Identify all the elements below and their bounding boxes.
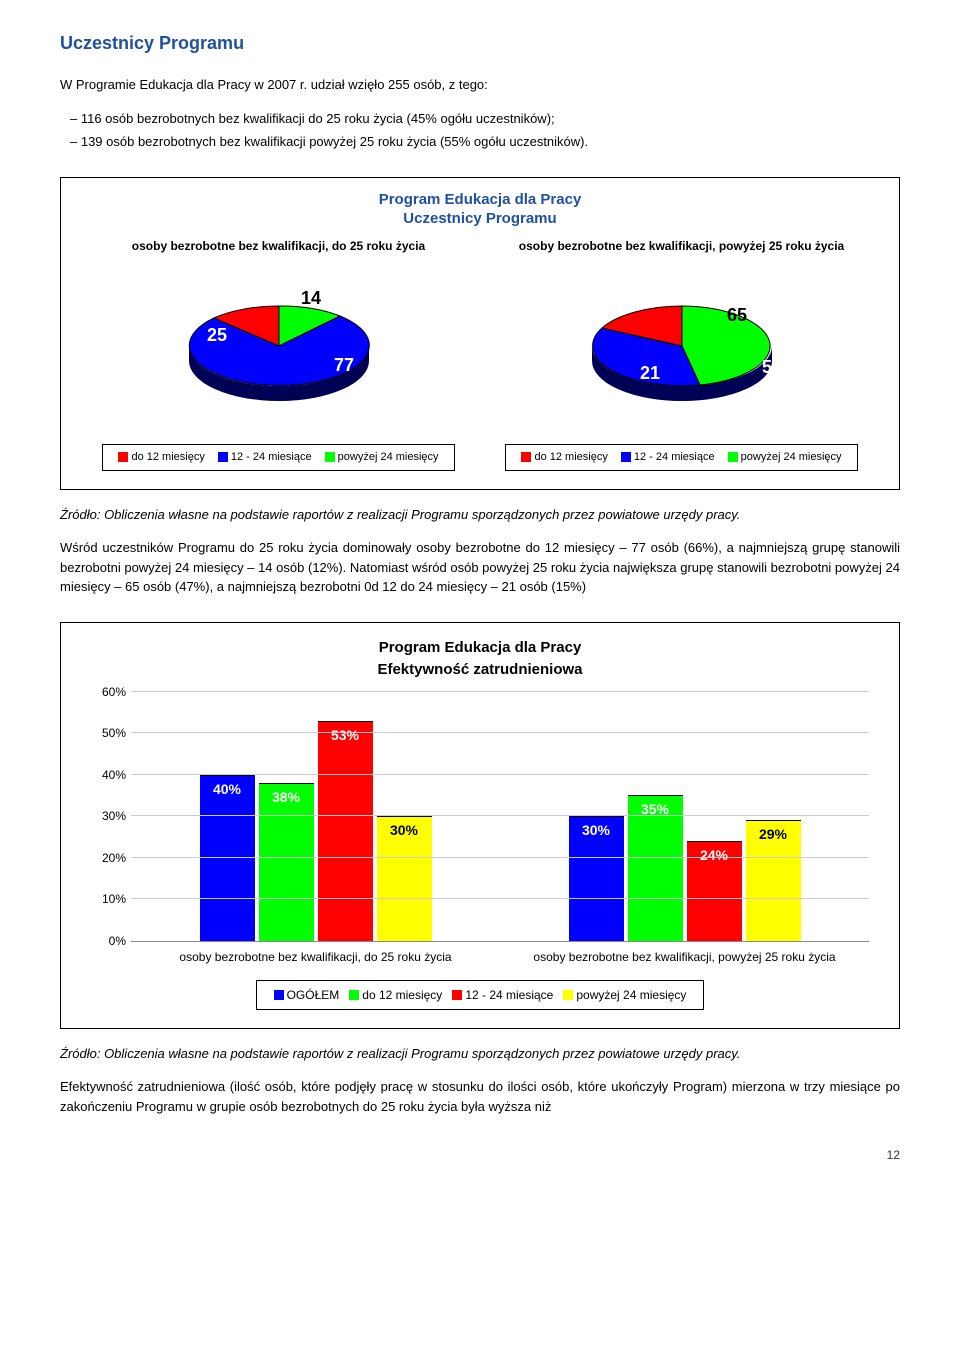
page-number: 12 <box>60 1146 900 1164</box>
y-axis: 0%10%20%30%40%50%60% <box>81 692 126 941</box>
y-tick: 50% <box>81 724 126 742</box>
bar: 53% <box>318 721 373 941</box>
x-label: osoby bezrobotne bez kwalifikacji, do 25… <box>149 948 481 966</box>
source-caption: Źródło: Obliczenia własne na podstawie r… <box>60 505 900 525</box>
legend-item: powyżej 24 miesięcy <box>563 988 686 1002</box>
pie-value: 77 <box>334 355 354 375</box>
y-tick: 0% <box>81 932 126 950</box>
x-label: osoby bezrobotne bez kwalifikacji, powyż… <box>518 948 850 966</box>
bar: 30% <box>569 816 624 941</box>
legend-item: powyżej 24 miesięcy <box>728 451 842 463</box>
bar-value-label: 29% <box>746 824 801 845</box>
bar-value-label: 40% <box>200 779 255 800</box>
pie-left-column: osoby bezrobotne bez kwalifikacji, do 25… <box>85 237 472 471</box>
legend-item: do 12 miesięcy <box>118 451 204 463</box>
bar-chart-frame: Program Edukacja dla Pracy Efektywność z… <box>60 622 900 1029</box>
bullet-item: 116 osób bezrobotnych bez kwalifikacji d… <box>70 109 900 129</box>
pie-value: 25 <box>207 325 227 345</box>
section-title: Uczestnicy Programu <box>60 30 900 57</box>
bar: 30% <box>377 816 432 941</box>
bar-value-label: 30% <box>377 820 432 841</box>
chart-title-line: Program Edukacja dla Pracy <box>379 191 582 208</box>
bar-group: 40%38% 53% 30% <box>200 692 432 941</box>
bar-value-label: 30% <box>569 820 624 841</box>
pie-legend: do 12 miesięcy 12 - 24 miesiące powyżej … <box>102 444 454 471</box>
pie-value: 21 <box>640 363 660 383</box>
legend-item: do 12 miesięcy <box>349 988 442 1002</box>
chart-title-line: Uczestnicy Programu <box>403 210 556 227</box>
legend-item: 12 - 24 miesiące <box>452 988 553 1002</box>
legend-item: 12 - 24 miesiące <box>621 451 715 463</box>
bar-chart-title: Program Edukacja dla Pracy Efektywność z… <box>81 637 879 682</box>
source-caption: Źródło: Obliczenia własne na podstawie r… <box>60 1044 900 1064</box>
intro-text: W Programie Edukacja dla Pracy w 2007 r.… <box>60 75 900 95</box>
bar-group: 30%35% 24%29% <box>569 692 801 941</box>
legend-item: do 12 miesięcy <box>521 451 607 463</box>
y-tick: 20% <box>81 849 126 867</box>
bar: 35% <box>628 795 683 940</box>
pie-value: 65 <box>727 305 747 325</box>
legend-item: 12 - 24 miesiące <box>218 451 312 463</box>
pie-value: 14 <box>301 288 321 308</box>
body-paragraph: Efektywność zatrudnieniowa (ilość osób, … <box>60 1077 900 1116</box>
chart-title: Program Edukacja dla Pracy Uczestnicy Pr… <box>77 190 883 229</box>
bar-value-label: 24% <box>687 845 742 866</box>
pie-value: 53 <box>762 357 782 377</box>
pie-chart-right: 65 53 21 <box>562 271 802 421</box>
pie-chart-frame: Program Edukacja dla Pracy Uczestnicy Pr… <box>60 177 900 490</box>
bar: 40% <box>200 775 255 941</box>
legend-item: powyżej 24 miesięcy <box>325 451 439 463</box>
bar-value-label: 53% <box>318 725 373 746</box>
pie-subtitle: osoby bezrobotne bez kwalifikacji, do 25… <box>85 237 472 255</box>
x-axis-labels: osoby bezrobotne bez kwalifikacji, do 25… <box>131 948 869 966</box>
bar-legend: OGÓŁEM do 12 miesięcy 12 - 24 miesiące powy… <box>256 980 705 1010</box>
legend-item: OGÓŁEM <box>274 988 340 1002</box>
bar: 29% <box>746 820 801 940</box>
y-tick: 40% <box>81 766 126 784</box>
pie-right-column: osoby bezrobotne bez kwalifikacji, powyż… <box>488 237 875 471</box>
pie-subtitle: osoby bezrobotne bez kwalifikacji, powyż… <box>488 237 875 255</box>
bar-value-label: 38% <box>259 787 314 808</box>
bullet-item: 139 osób bezrobotnych bez kwalifikacji p… <box>70 132 900 152</box>
pie-legend: do 12 miesięcy 12 - 24 miesiące powyżej … <box>505 444 857 471</box>
y-tick: 10% <box>81 890 126 908</box>
y-tick: 30% <box>81 807 126 825</box>
body-paragraph: Wśród uczestników Programu do 25 roku ży… <box>60 538 900 597</box>
y-tick: 60% <box>81 683 126 701</box>
bar-groups: 40%38%53%30%30%35%24%29% <box>131 692 869 941</box>
bar-value-label: 35% <box>628 799 683 820</box>
pie-chart-left: 14 77 25 <box>159 271 399 421</box>
bar-chart-plot: 0%10%20%30%40%50%60% 40%38%53%30%30%35%2… <box>131 692 869 942</box>
bar: 38% <box>259 783 314 941</box>
